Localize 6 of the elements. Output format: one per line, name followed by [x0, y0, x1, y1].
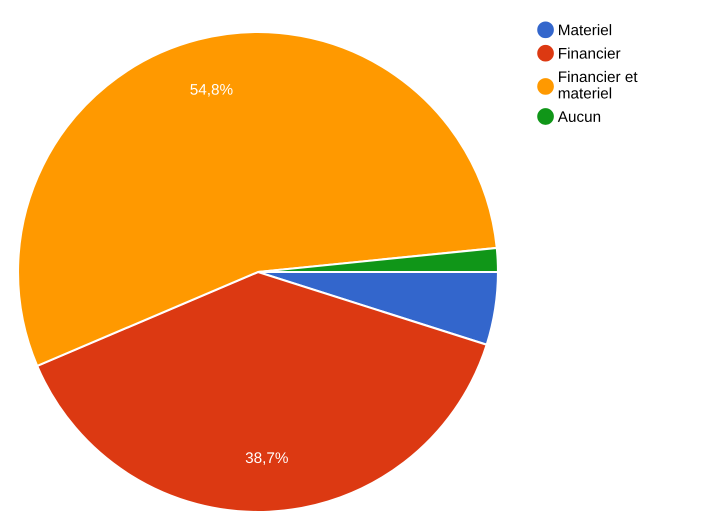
legend-label: Financier: [559, 48, 620, 59]
data-label: 38,7%: [246, 452, 288, 465]
legend-label: Materiel: [559, 24, 612, 36]
legend-label: Aucun: [558, 111, 600, 122]
legend-label: Financier et materiel: [558, 70, 638, 99]
data-label: 54,8%: [190, 84, 233, 97]
